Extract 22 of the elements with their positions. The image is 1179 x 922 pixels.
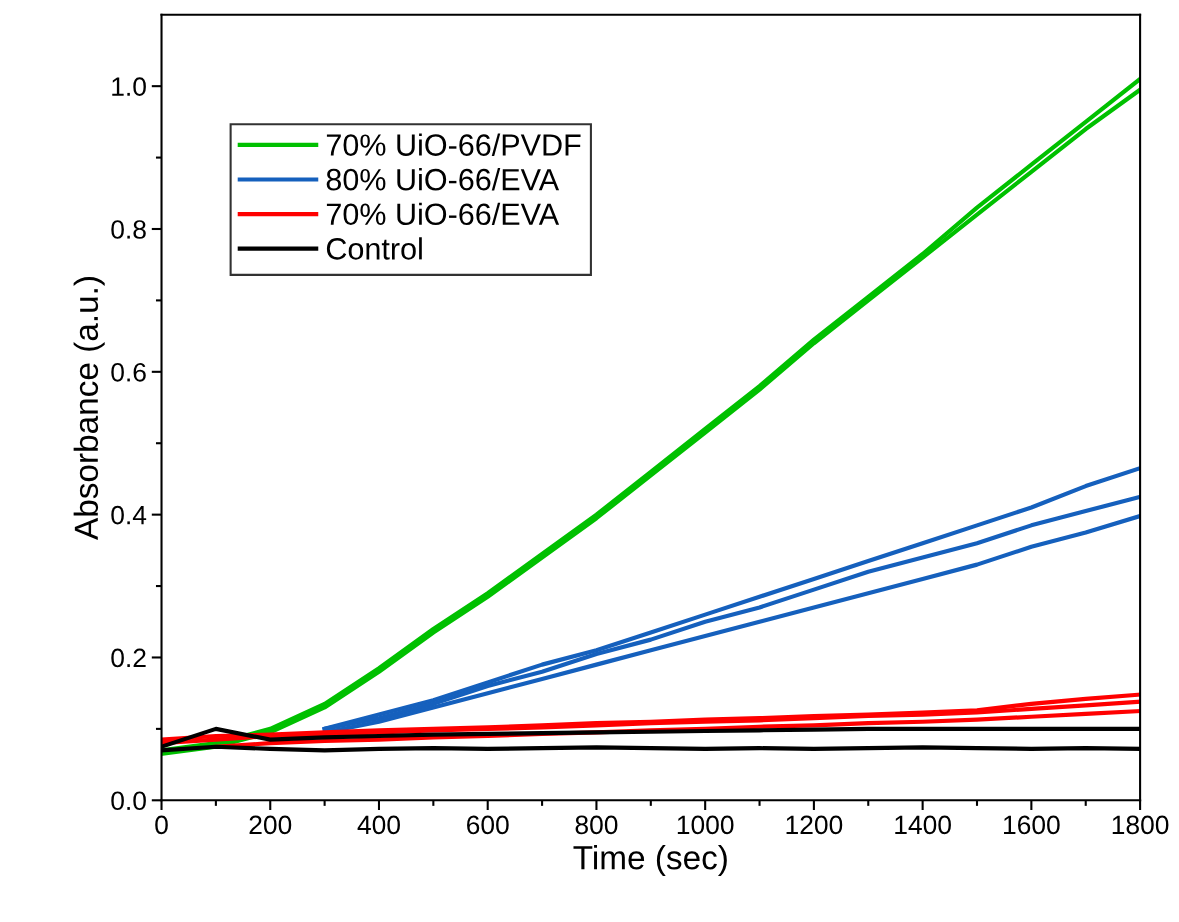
y-tick-label: 0.8 <box>111 220 146 239</box>
y-axis-title: Absorbance (a.u.) <box>73 277 105 540</box>
x-tick-label: 800 <box>575 815 618 835</box>
y-tick-label: 0.6 <box>111 362 146 382</box>
x-tick-label: 1800 <box>1112 815 1169 835</box>
x-tick-label: 1400 <box>895 815 951 835</box>
x-axis-title: Time (sec) <box>573 845 727 877</box>
y-tick-label: 0.4 <box>111 505 147 525</box>
x-tick-label: 600 <box>467 815 509 835</box>
y-tick-label: 1.0 <box>112 77 146 96</box>
x-tick-label: 1200 <box>786 815 843 835</box>
x-tick-label: 1000 <box>677 815 734 835</box>
y-tick-label: 0.0 <box>111 791 146 811</box>
x-tick-label: 400 <box>357 815 400 835</box>
legend-label: Control <box>326 237 422 260</box>
x-tick-label: 1600 <box>1004 815 1060 835</box>
legend-label: 80% UiO-66/EVA <box>326 168 560 191</box>
x-tick-label: 0 <box>155 815 168 835</box>
x-tick-label: 200 <box>249 815 292 835</box>
y-tick-label: 0.2 <box>111 648 146 668</box>
legend-label: 70% UiO-66/PVDF <box>326 133 581 156</box>
legend-label: 70% UiO-66/EVA <box>326 202 560 226</box>
